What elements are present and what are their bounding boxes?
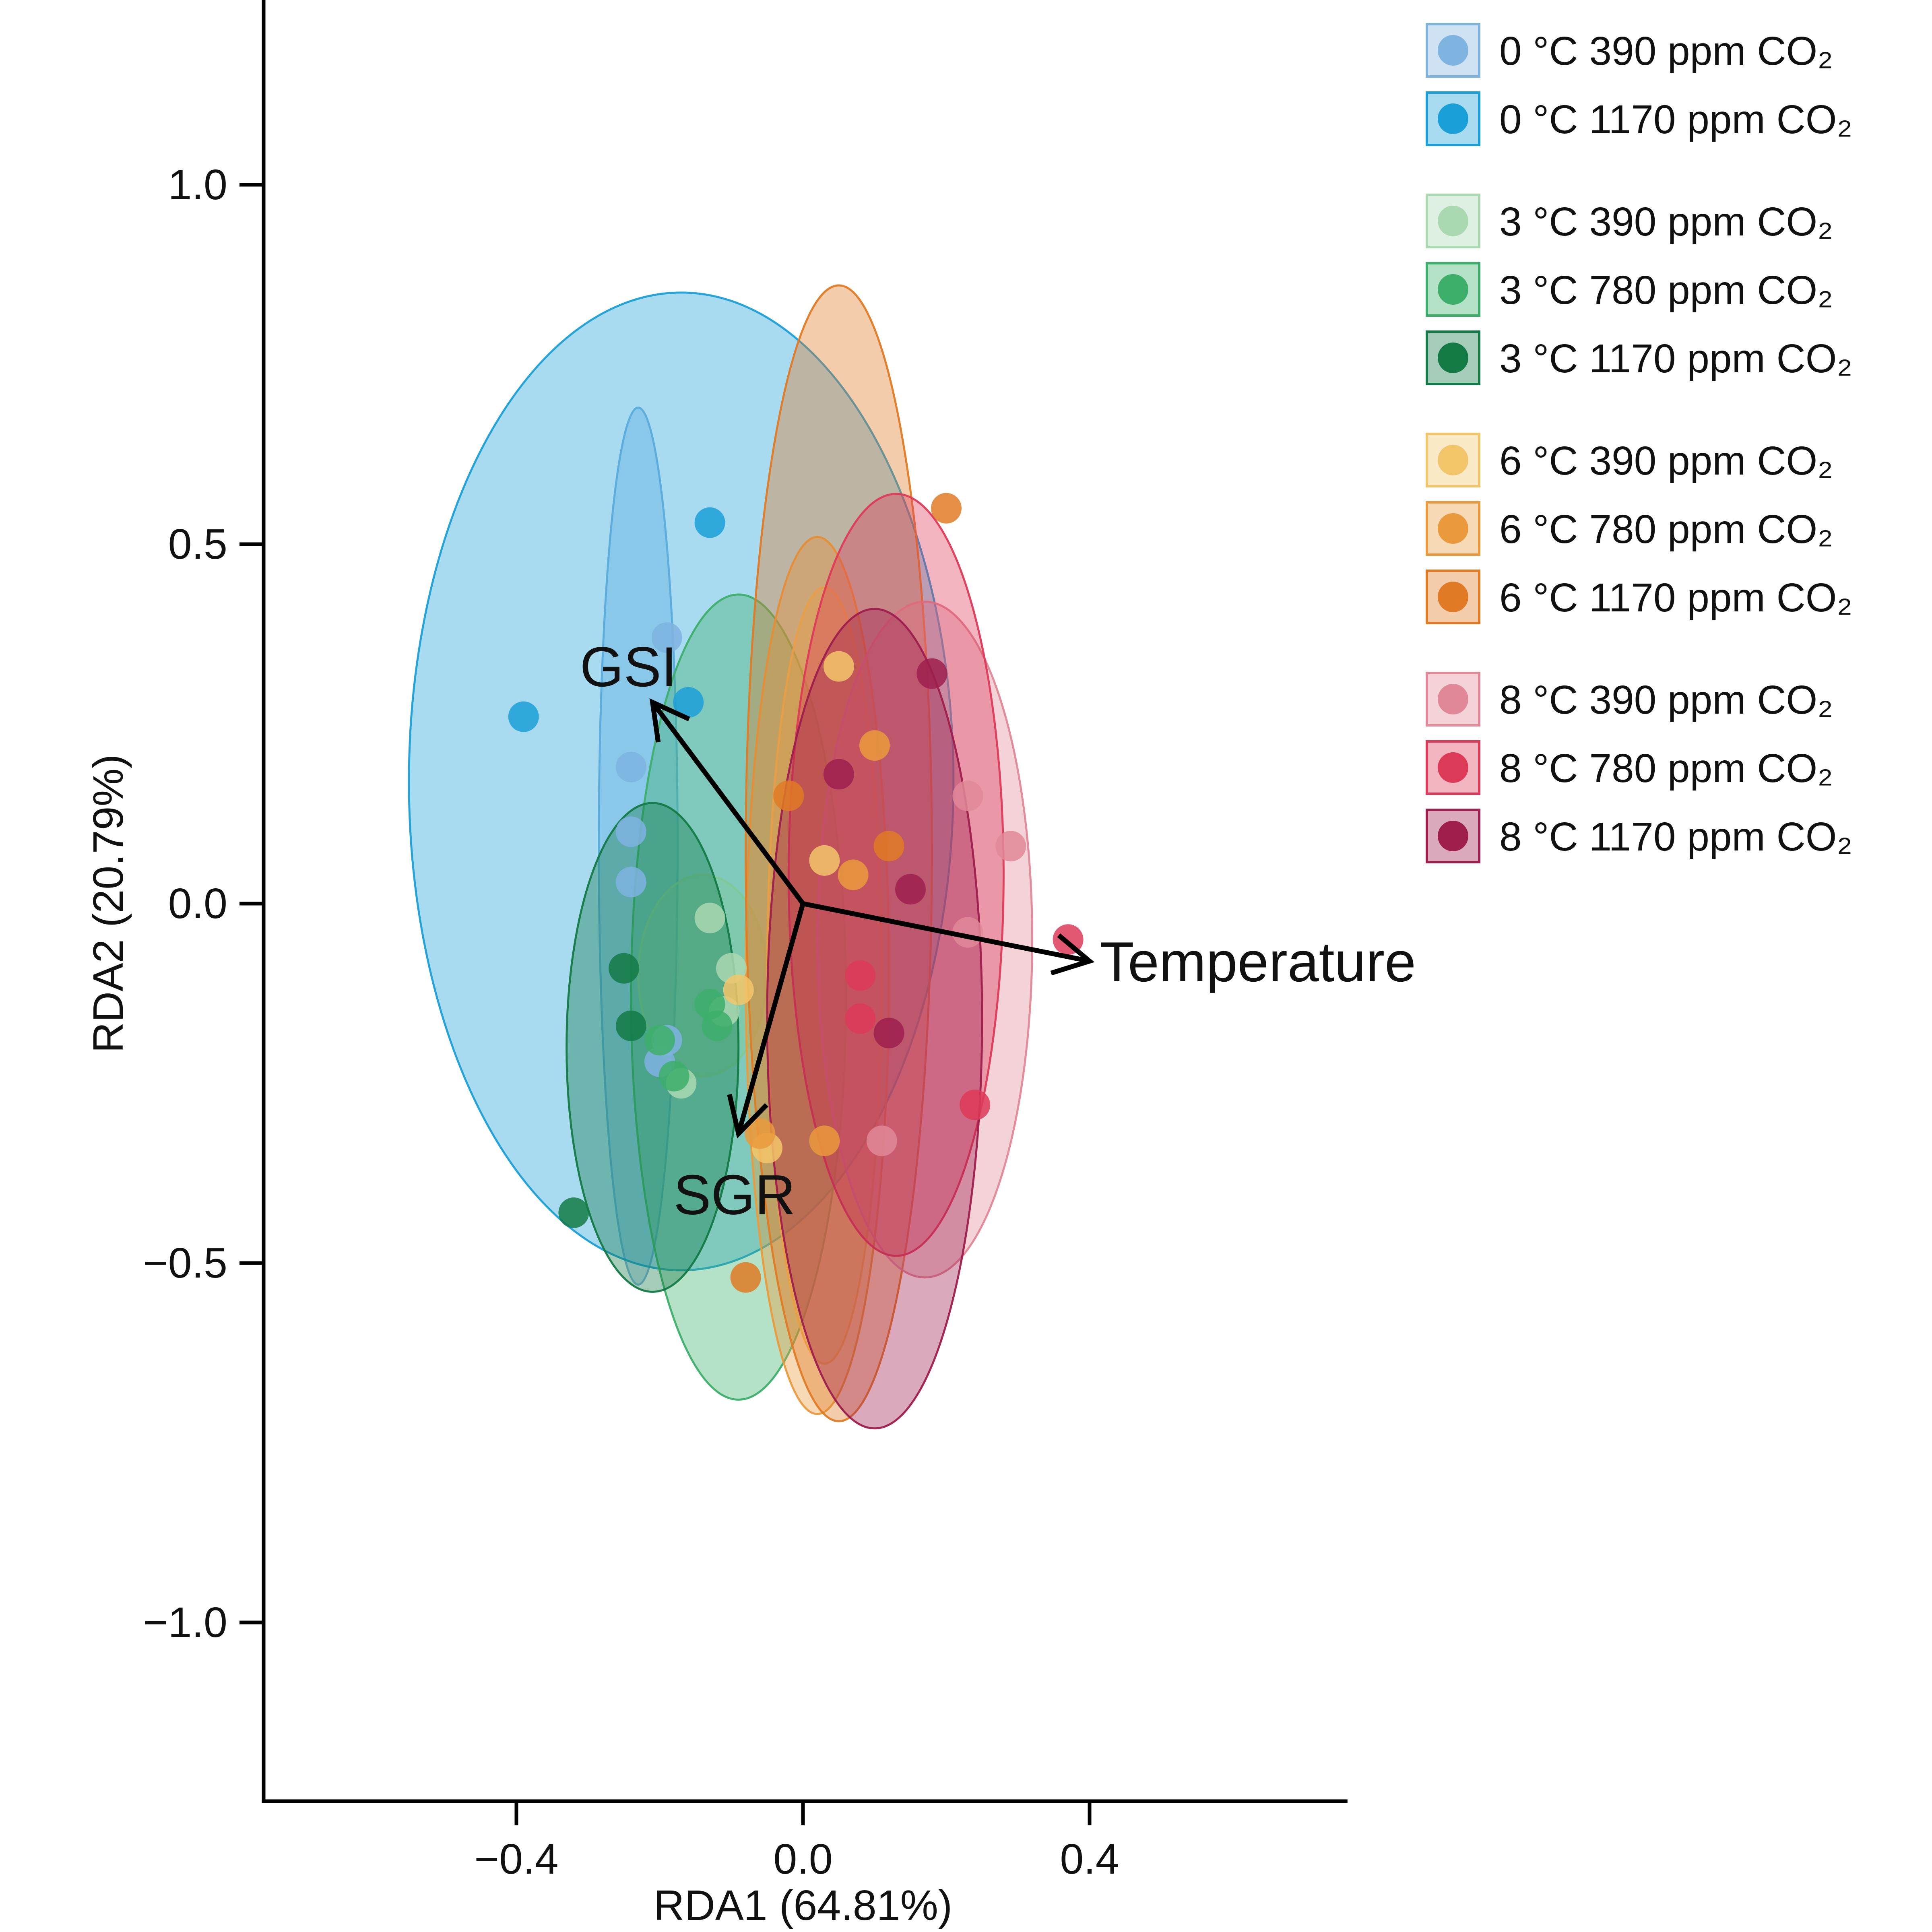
y-tick-label: 1.0	[168, 161, 227, 208]
vector-gsi	[650, 701, 805, 905]
data-point	[895, 874, 926, 905]
data-point	[673, 687, 704, 718]
legend-label: 8 °C 1170 ppm CO₂	[1499, 814, 1852, 859]
data-point	[730, 1262, 761, 1293]
data-point	[651, 622, 682, 653]
data-point	[702, 1010, 733, 1041]
data-point	[809, 845, 840, 876]
x-tick-label: −0.4	[474, 1835, 558, 1883]
vector-arrowhead	[649, 698, 690, 743]
legend-marker	[1438, 684, 1468, 714]
data-point	[694, 507, 725, 538]
data-point	[859, 730, 890, 761]
legend-label: 3 °C 780 ppm CO₂	[1499, 268, 1833, 313]
data-point	[508, 701, 539, 732]
vector-arrowhead	[1050, 933, 1095, 976]
data-point	[615, 751, 646, 782]
data-point	[845, 960, 876, 991]
y-tick-label: −0.5	[143, 1239, 227, 1287]
data-point	[615, 816, 646, 847]
legend-swatch	[1426, 570, 1480, 624]
legend-marker	[1438, 206, 1468, 236]
ellipse-8-c-780-ppm-co-	[787, 493, 1005, 1257]
x-tick-label: 0.0	[773, 1835, 832, 1883]
data-point	[960, 1090, 991, 1121]
data-point	[694, 902, 725, 933]
data-point	[845, 1003, 876, 1034]
vector-arrowhead	[727, 1094, 768, 1139]
legend-marker	[1438, 103, 1468, 134]
data-point	[931, 493, 962, 524]
data-point	[615, 1010, 646, 1041]
legend-label: 3 °C 390 ppm CO₂	[1499, 199, 1833, 244]
vector-label-gsi: GSI	[580, 635, 677, 698]
vector-temperature	[802, 901, 1090, 964]
legend-label: 3 °C 1170 ppm CO₂	[1499, 336, 1852, 381]
data-point	[916, 658, 947, 689]
data-point	[558, 1197, 589, 1228]
vector-label-sgr: SGR	[673, 1163, 795, 1226]
legend-marker	[1438, 343, 1468, 373]
data-point	[952, 780, 983, 811]
x-axis-title: RDA1 (64.81%)	[654, 1882, 952, 1929]
legend-marker	[1438, 821, 1468, 851]
vector-label-temperature: Temperature	[1100, 930, 1416, 993]
legend-label: 0 °C 1170 ppm CO₂	[1499, 97, 1852, 142]
data-point	[873, 1018, 904, 1049]
vector-sgr	[736, 903, 805, 1135]
data-point	[658, 1061, 689, 1092]
data-point	[995, 831, 1026, 862]
data-point	[873, 831, 904, 862]
data-point	[824, 759, 854, 790]
legend-marker	[1438, 445, 1468, 475]
data-point	[824, 651, 854, 682]
legend-label: 8 °C 780 ppm CO₂	[1499, 746, 1833, 791]
legend-label: 6 °C 780 ppm CO₂	[1499, 507, 1833, 552]
axis-ticks: −1.0 −0.5 0.0 0.5 1.0 −0.4 0.0 0.4	[143, 161, 1119, 1883]
legend-marker	[1438, 582, 1468, 612]
legend: 0 °C 390 ppm CO₂ 0 °C 1170 ppm CO₂ 3 °C 39…	[1426, 23, 1852, 863]
x-tick-label: 0.4	[1060, 1835, 1119, 1883]
legend-marker	[1438, 752, 1468, 783]
legend-marker	[1438, 513, 1468, 544]
legend-marker	[1438, 35, 1468, 66]
legend-label: 6 °C 390 ppm CO₂	[1499, 438, 1833, 483]
legend-label: 0 °C 390 ppm CO₂	[1499, 29, 1833, 74]
legend-marker	[1438, 274, 1468, 305]
legend-label: 6 °C 1170 ppm CO₂	[1499, 575, 1852, 620]
y-tick-label: 0.0	[168, 880, 227, 927]
y-axis-title: RDA2 (20.79%)	[85, 754, 132, 1053]
group-points	[508, 493, 1084, 1293]
data-point	[644, 1025, 675, 1056]
data-point	[866, 1125, 897, 1156]
y-tick-label: 0.5	[168, 520, 227, 568]
data-point	[809, 1125, 840, 1156]
data-point	[615, 867, 646, 898]
data-point	[723, 974, 754, 1005]
data-point	[745, 1118, 776, 1149]
data-point	[838, 859, 869, 890]
data-point	[609, 953, 639, 984]
y-tick-label: −1.0	[143, 1599, 227, 1646]
biplot-vectors: GSI SGR Temperature	[580, 635, 1416, 1226]
data-point	[773, 780, 804, 811]
legend-label: 8 °C 390 ppm CO₂	[1499, 677, 1833, 722]
